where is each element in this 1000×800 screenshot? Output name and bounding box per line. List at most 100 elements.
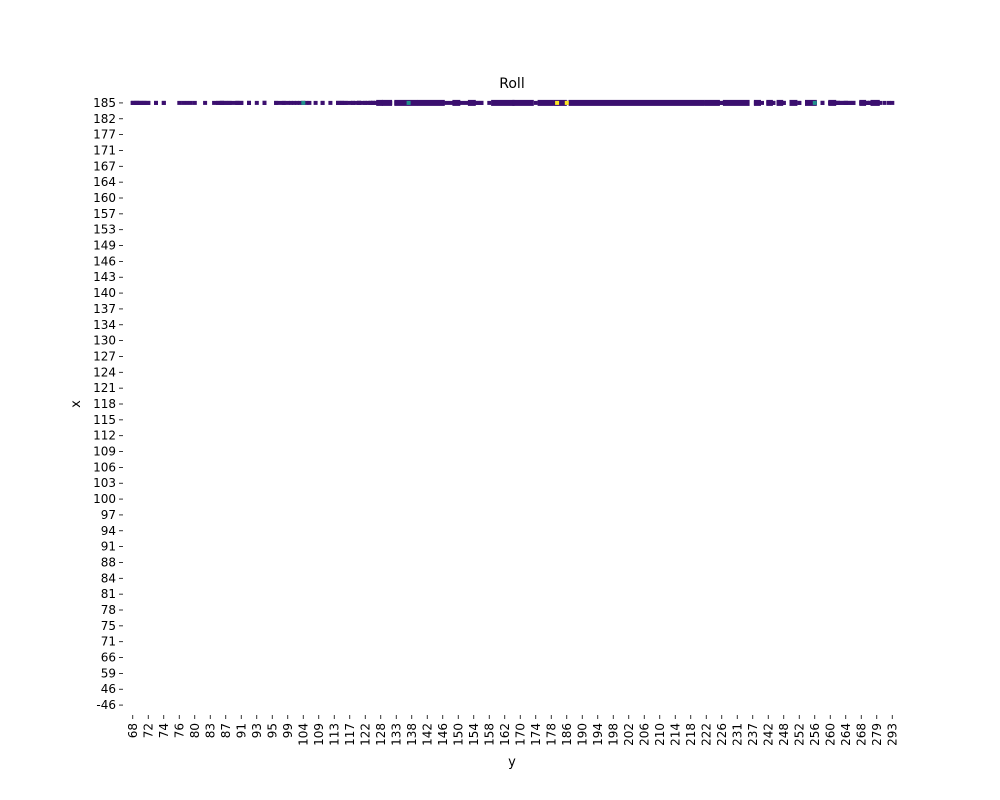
y-tick-label: 66 bbox=[101, 651, 116, 665]
x-tick-label: 178 bbox=[544, 723, 558, 746]
heatmap-cell bbox=[320, 100, 325, 105]
heatmap-cell bbox=[313, 100, 318, 105]
heatmap-cell bbox=[177, 100, 182, 105]
x-tick-label: 72 bbox=[141, 723, 155, 738]
x-tick-label: 80 bbox=[188, 723, 202, 738]
heatmap-cell bbox=[142, 100, 147, 105]
heatmap-cell-run bbox=[828, 99, 837, 106]
heatmap-cell bbox=[285, 100, 290, 105]
y-tick-label: 160 bbox=[93, 191, 116, 205]
x-tick-label: 242 bbox=[761, 723, 775, 746]
x-tick-label: 237 bbox=[746, 723, 760, 746]
y-tick-label: 171 bbox=[93, 143, 116, 157]
x-tick-label: 133 bbox=[389, 723, 403, 746]
heatmap-cell bbox=[882, 100, 887, 105]
heatmap-cell bbox=[719, 100, 724, 105]
x-axis-label: y bbox=[508, 755, 516, 770]
heatmap-cell-run bbox=[491, 99, 515, 106]
y-tick-label: 140 bbox=[93, 286, 116, 300]
heatmap-cell bbox=[146, 100, 151, 105]
x-tick-label: 91 bbox=[234, 723, 248, 738]
heatmap-cell bbox=[212, 100, 217, 105]
chart-title: Roll bbox=[499, 76, 524, 92]
heatmap-cell-highlight bbox=[406, 100, 411, 105]
y-tick-label: 59 bbox=[101, 666, 116, 680]
x-tick-label: 186 bbox=[560, 723, 574, 746]
y-tick-label: 164 bbox=[93, 175, 116, 189]
y-tick-label: 84 bbox=[101, 571, 116, 585]
heatmap-cell bbox=[864, 100, 869, 105]
y-tick-label: -46 bbox=[96, 698, 116, 712]
y-tick-label: 91 bbox=[101, 540, 116, 554]
heatmap-cell bbox=[161, 100, 166, 105]
heatmap-cell bbox=[138, 100, 143, 105]
heatmap-cell-run bbox=[376, 99, 383, 106]
heatmap-cell bbox=[274, 100, 279, 105]
heatmap-cell-run bbox=[859, 99, 867, 106]
heatmap-cell-highlight bbox=[564, 100, 569, 105]
x-tick-label: 170 bbox=[513, 723, 527, 746]
heatmap-cell-run bbox=[776, 99, 784, 106]
heatmap-cell bbox=[851, 100, 856, 105]
heatmap-cell-highlight bbox=[555, 100, 560, 105]
x-tick-label: 226 bbox=[715, 723, 729, 746]
y-tick-label: 143 bbox=[93, 270, 116, 284]
heatmap-cell bbox=[836, 100, 840, 105]
x-axis-ticks: 68 72 74 76 80 83 87 91 93 95 99 104 109 113 117 122 128… bbox=[126, 715, 899, 746]
y-tick-label: 118 bbox=[93, 397, 116, 411]
x-tick-label: 293 bbox=[885, 723, 899, 746]
heatmap-cell bbox=[343, 100, 348, 105]
x-tick-label: 150 bbox=[451, 723, 465, 746]
x-tick-label: 264 bbox=[839, 723, 853, 746]
heatmap-cell bbox=[781, 100, 786, 105]
x-tick-label: 113 bbox=[327, 723, 341, 746]
x-tick-label: 93 bbox=[250, 723, 264, 738]
y-tick-label: 182 bbox=[93, 112, 116, 126]
x-tick-label: 158 bbox=[482, 723, 496, 746]
heatmap-cell bbox=[295, 100, 300, 105]
heatmap-cell-highlight bbox=[301, 100, 306, 105]
y-axis-label: x bbox=[69, 400, 84, 408]
heatmap-cell bbox=[247, 100, 251, 105]
heatmap-cell-run bbox=[512, 99, 534, 106]
heatmap-cell bbox=[820, 100, 825, 105]
heatmap-cell bbox=[843, 100, 848, 105]
y-tick-label: 115 bbox=[93, 413, 116, 427]
heatmap-cell bbox=[460, 100, 465, 105]
heatmap-cell bbox=[360, 100, 365, 105]
x-tick-label: 256 bbox=[808, 723, 822, 746]
y-tick-label: 167 bbox=[93, 159, 116, 173]
heatmap-cell-run bbox=[805, 99, 817, 106]
heatmap-cell-run bbox=[870, 99, 880, 106]
x-tick-label: 268 bbox=[854, 723, 868, 746]
heatmap-cell bbox=[181, 100, 186, 105]
heatmap-cell bbox=[254, 100, 259, 105]
y-tick-label: 157 bbox=[93, 207, 116, 221]
x-tick-label: 68 bbox=[126, 723, 140, 738]
x-tick-label: 128 bbox=[374, 723, 388, 746]
x-tick-label: 76 bbox=[172, 723, 186, 738]
y-tick-label: 127 bbox=[93, 349, 116, 363]
heatmap-cell bbox=[886, 100, 891, 105]
heatmap-cell bbox=[219, 100, 224, 105]
y-tick-label: 81 bbox=[101, 587, 116, 601]
x-tick-label: 194 bbox=[591, 723, 605, 746]
heatmap-cell bbox=[262, 100, 267, 105]
heatmap-cell bbox=[464, 100, 468, 105]
x-tick-label: 260 bbox=[823, 723, 837, 746]
x-tick-label: 74 bbox=[157, 723, 171, 738]
x-tick-label: 122 bbox=[358, 723, 372, 746]
heatmap-cell-run bbox=[537, 99, 554, 106]
heatmap-cell bbox=[216, 100, 220, 105]
heatmap-cell bbox=[340, 100, 344, 105]
heatmap-cell bbox=[839, 100, 844, 105]
heatmap-cell bbox=[192, 100, 197, 105]
heatmap-cell bbox=[479, 100, 484, 105]
x-tick-label: 162 bbox=[498, 723, 512, 746]
heatmap-cell bbox=[475, 100, 480, 105]
heatmap-cell bbox=[890, 100, 895, 105]
heatmap-cell bbox=[188, 100, 193, 105]
heatmap-cell bbox=[797, 100, 802, 105]
x-tick-label: 117 bbox=[343, 723, 357, 746]
